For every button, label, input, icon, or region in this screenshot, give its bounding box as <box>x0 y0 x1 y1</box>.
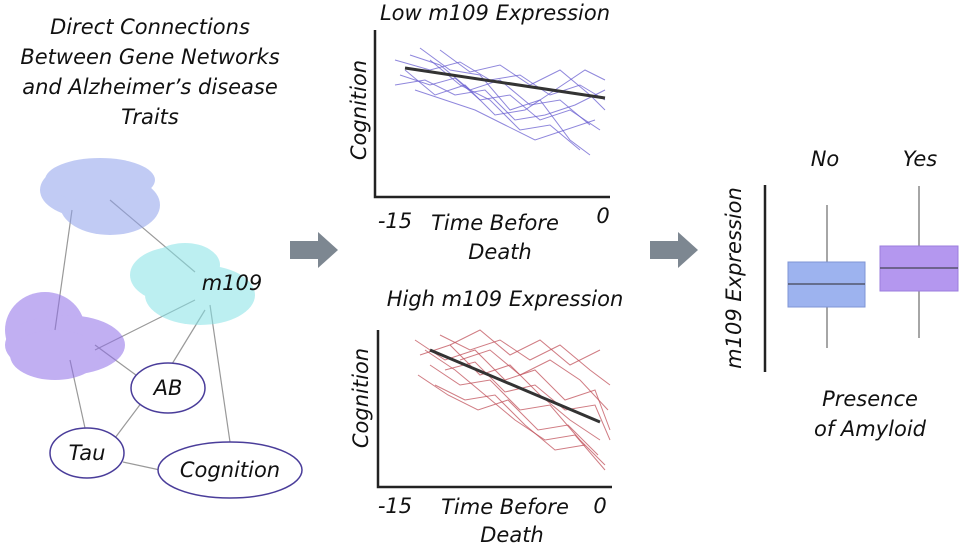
x-tick-label: -15 <box>378 494 412 518</box>
link <box>209 304 231 443</box>
trend-line <box>404 66 606 100</box>
low-panel: Low m109 Expression Cognition -15 0 Time… <box>347 1 610 264</box>
title-line: Between Gene Networks <box>20 45 279 69</box>
trajectories <box>394 47 606 156</box>
x-label: Death <box>480 523 544 547</box>
category-label: Yes <box>903 147 937 171</box>
panel-title: Low m109 Expression <box>380 1 610 25</box>
x-label: Time Before <box>431 211 559 235</box>
x-tick-label: -15 <box>378 209 412 233</box>
y-label: m109 Expression <box>722 187 746 369</box>
title-line: Direct Connections <box>50 15 250 39</box>
high-panel: High m109 Expression Cognition -15 0 Tim… <box>349 287 623 547</box>
y-label: Cognition <box>347 60 371 160</box>
arrow <box>290 232 338 268</box>
arrow <box>650 232 698 268</box>
blue-cluster <box>40 158 160 235</box>
x-tick-label: 0 <box>593 494 606 518</box>
x-label: of Amyloid <box>814 417 927 441</box>
axes <box>373 30 610 199</box>
node-label: m109 <box>202 271 263 295</box>
node <box>157 441 303 499</box>
node-label: Tau <box>69 441 106 465</box>
trend-line <box>429 348 601 424</box>
cyan-cluster <box>130 243 255 325</box>
x-label: Death <box>468 240 532 264</box>
network: m109 AB Tau Cognition <box>5 158 303 499</box>
panel-title: High m109 Expression <box>387 287 624 311</box>
y-label: Cognition <box>349 348 373 448</box>
purple-cluster <box>5 292 125 380</box>
axes <box>376 330 612 489</box>
category-label: No <box>811 147 840 171</box>
x-label: Time Before <box>441 495 569 519</box>
node <box>130 362 206 414</box>
title-line: and Alzheimer’s disease <box>22 75 278 99</box>
title-line: Traits <box>121 105 179 129</box>
trajectories <box>414 329 611 471</box>
link <box>122 461 161 471</box>
x-tick-label: 0 <box>596 204 609 228</box>
node-label: AB <box>152 376 183 400</box>
title: Direct Connections Between Gene Networks… <box>20 15 279 129</box>
x-label: Presence <box>822 387 918 411</box>
node <box>49 427 125 479</box>
link <box>114 401 143 439</box>
node-label: Cognition <box>180 458 280 482</box>
boxplot: m109 Expression No Yes Presence of Amylo… <box>722 147 959 441</box>
